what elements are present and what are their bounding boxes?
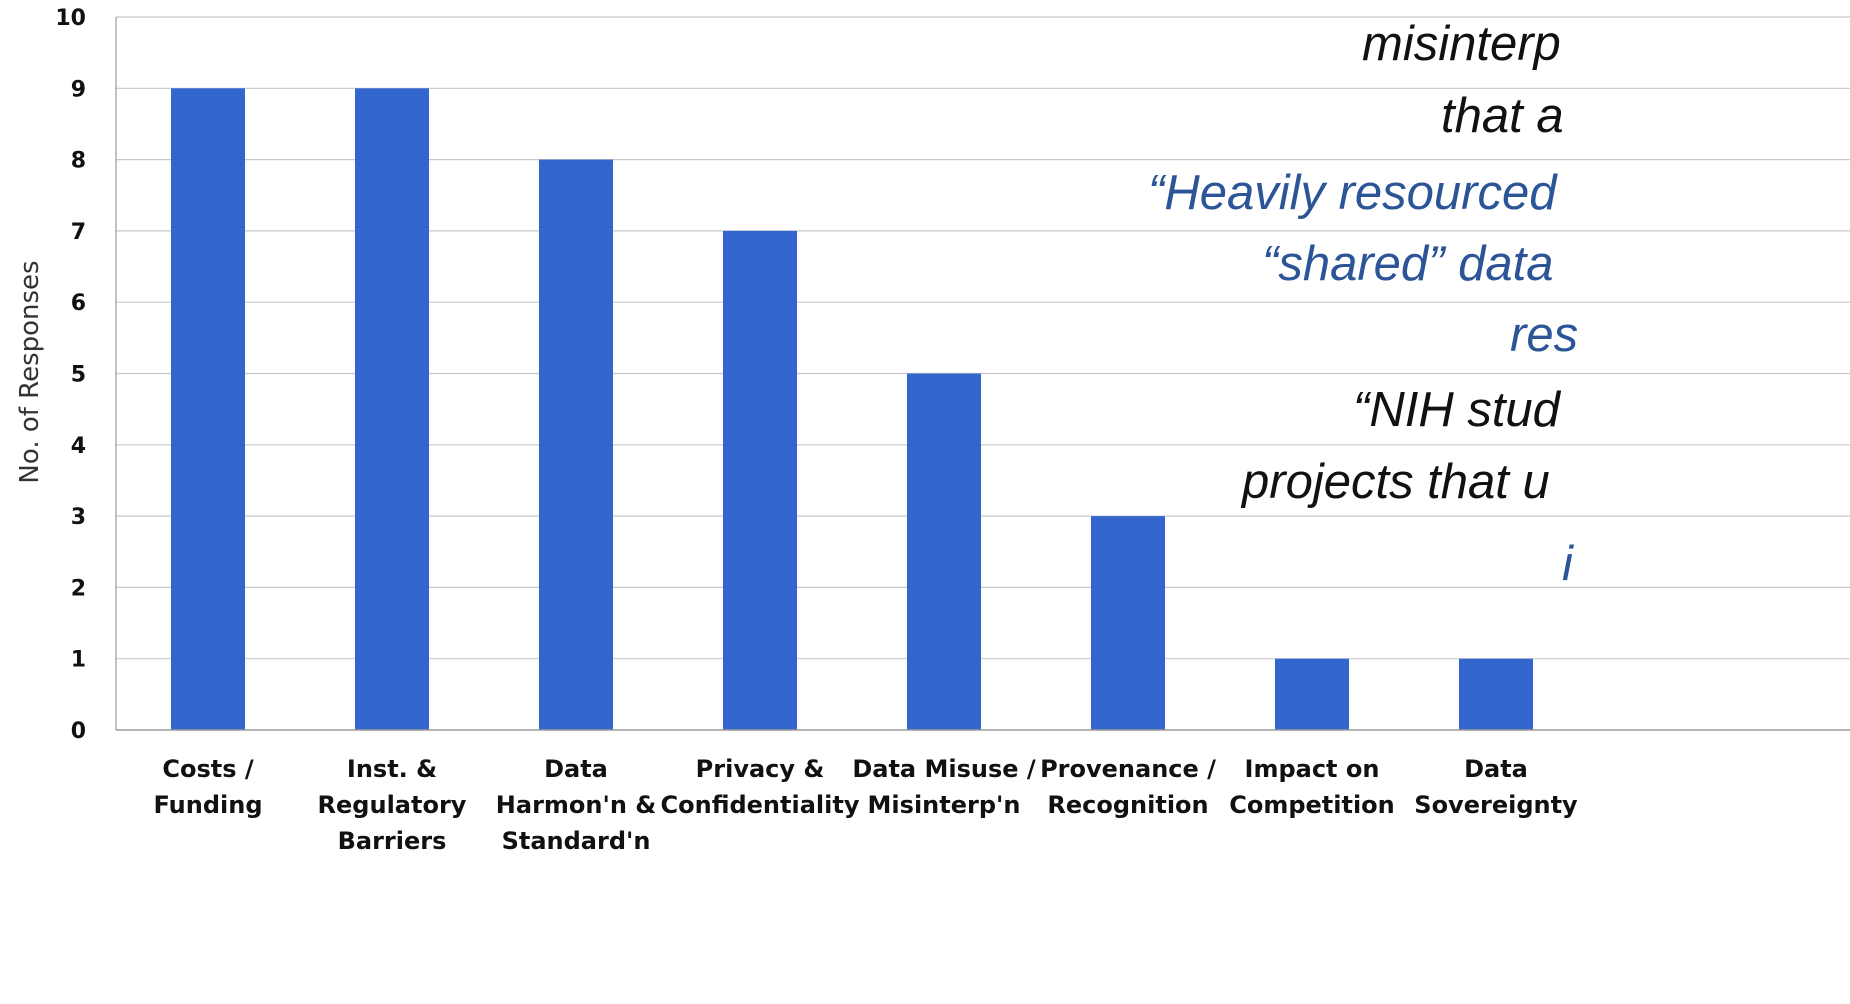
- x-category-labels: Costs / Funding Inst. & Regulatory Barriers D…: [153, 755, 1578, 855]
- overlay-quote-line: “Heavily resourced: [1148, 166, 1558, 220]
- x-category-label-line: Data Misuse /: [852, 755, 1036, 783]
- y-tick-label: 4: [71, 434, 86, 459]
- overlay-quote-line: projects that u: [1240, 455, 1550, 509]
- y-tick-label: 8: [71, 149, 86, 174]
- y-tick-label: 5: [71, 363, 86, 388]
- overlay-quote-line: “shared” data: [1262, 237, 1553, 291]
- x-category-label-line: Recognition: [1047, 791, 1208, 819]
- y-tick-label: 0: [71, 719, 86, 744]
- x-category-label: Data Sovereignty: [1414, 755, 1578, 819]
- bar: [539, 159, 613, 731]
- y-tick-label: 9: [71, 77, 86, 102]
- overlay-quote-line: “NIH stud: [1353, 383, 1562, 437]
- bar: [723, 230, 797, 730]
- bar: [355, 88, 429, 731]
- x-category-label-line: Privacy &: [696, 755, 825, 783]
- x-category-label-line: Sovereignty: [1414, 791, 1578, 819]
- y-tick-label: 10: [55, 6, 86, 31]
- overlay-quote-line: misinterp: [1362, 17, 1561, 71]
- x-category-label-line: Data: [1464, 755, 1528, 783]
- x-category-label: Provenance / Recognition: [1040, 755, 1216, 819]
- y-axis-title: No. of Responses: [15, 260, 45, 483]
- x-category-label-line: Impact on: [1245, 755, 1380, 783]
- x-category-label-line: Provenance /: [1040, 755, 1216, 783]
- x-category-label-line: Barriers: [338, 827, 447, 855]
- x-category-label-line: Confidentiality: [661, 791, 860, 819]
- x-category-label: Data Misuse / Misinterp'n: [852, 755, 1036, 819]
- x-category-label: Impact on Competition: [1229, 755, 1395, 819]
- x-category-label-line: Costs /: [162, 755, 254, 783]
- y-tick-label: 6: [71, 291, 86, 316]
- y-tick-label: 1: [71, 648, 86, 673]
- axes: [115, 17, 1850, 731]
- bar: [1091, 516, 1165, 730]
- x-category-label-line: Misinterp'n: [868, 791, 1021, 819]
- x-category-label: Privacy & Confidentiality: [661, 755, 860, 819]
- x-category-label-line: Data: [544, 755, 608, 783]
- y-tick-labels: 0 1 2 3 4 5 6 7 8 9 10: [55, 6, 86, 744]
- bar: [171, 88, 245, 731]
- bar: [907, 373, 981, 730]
- bar: [1275, 658, 1349, 730]
- x-category-label: Inst. & Regulatory Barriers: [318, 755, 467, 855]
- bar: [1459, 658, 1533, 730]
- overlay-quote-line: i: [1562, 537, 1574, 591]
- bars: [171, 88, 1533, 731]
- x-category-label: Costs / Funding: [153, 755, 262, 819]
- y-tick-label: 7: [71, 220, 86, 245]
- x-category-label-line: Funding: [153, 791, 262, 819]
- x-category-label-line: Inst. &: [347, 755, 437, 783]
- x-category-label-line: Harmon'n &: [496, 791, 656, 819]
- x-category-label-line: Competition: [1229, 791, 1395, 819]
- x-category-label: Data Harmon'n & Standard'n: [496, 755, 656, 855]
- overlay-quote-line: res: [1510, 308, 1578, 362]
- y-tick-label: 3: [71, 505, 86, 530]
- y-tick-label: 2: [71, 576, 86, 601]
- x-category-label-line: Regulatory: [318, 791, 467, 819]
- x-category-label-line: Standard'n: [502, 827, 651, 855]
- overlay-quote-line: that a: [1441, 89, 1564, 143]
- overlay-quote-text: misinterp that a “Heavily resourced “shared…: [1148, 17, 1578, 591]
